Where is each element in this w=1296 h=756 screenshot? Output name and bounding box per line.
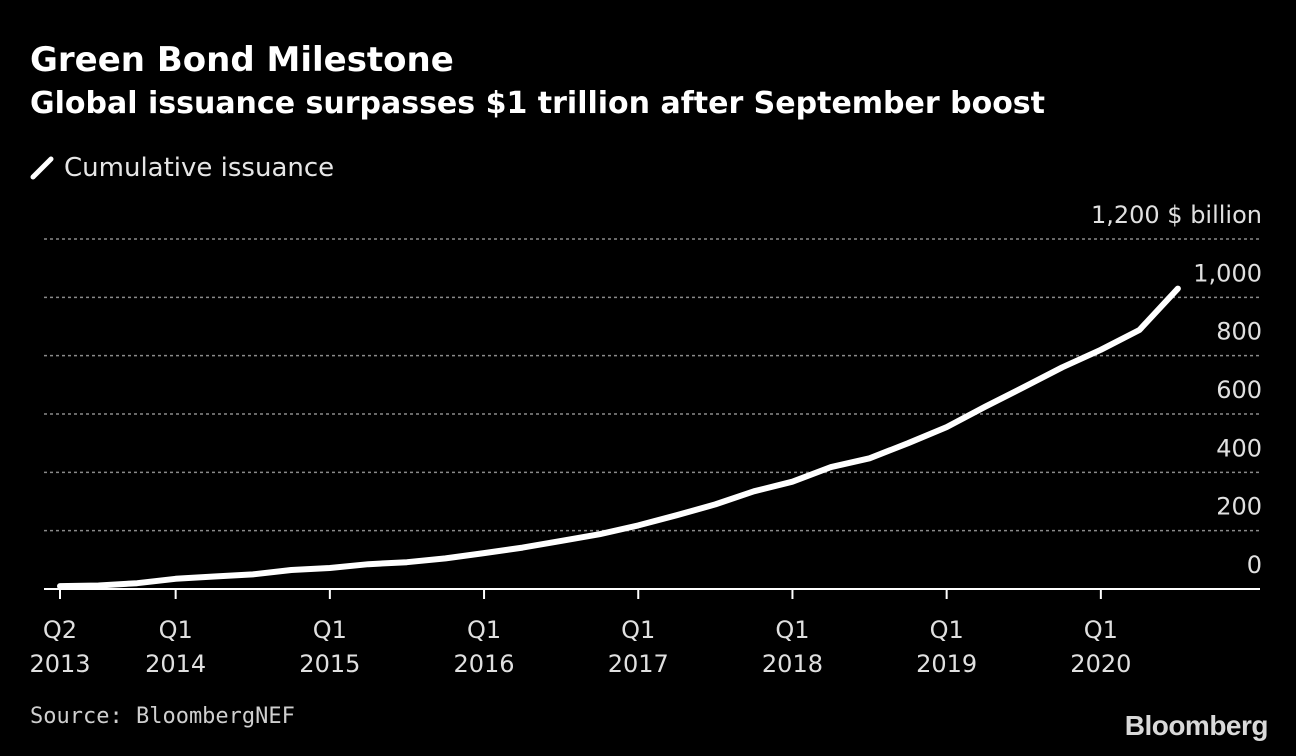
y-tick-label: 800 — [1216, 318, 1262, 346]
y-tick-label: 1,200 $ billion — [1091, 201, 1262, 229]
x-tick-label: Q1 — [775, 616, 809, 644]
chart-subtitle: Global issuance surpasses $1 trillion af… — [30, 86, 1046, 121]
gridlines — [44, 238, 1260, 532]
x-axis-ticks: Q2 2013 Q1 2014 Q1 2015 Q1 2016 Q1 2017 Q1 2018 Q1 20… — [29, 589, 1131, 678]
legend-line-swatch-icon — [30, 156, 54, 180]
y-tick-label: 400 — [1216, 434, 1262, 462]
y-axis-labels: 0 200 400 600 800 1,000 1,200 $ billion — [1091, 201, 1262, 579]
x-tick-label: 2020 — [1070, 650, 1131, 678]
brand-logo: Bloomberg — [1124, 710, 1269, 741]
x-tick-label: Q1 — [621, 616, 655, 644]
y-tick-label: 1,000 — [1193, 259, 1262, 287]
x-tick-label: 2014 — [145, 650, 206, 678]
x-tick-label: Q1 — [313, 616, 347, 644]
source-note: Source: BloombergNEF — [30, 704, 295, 729]
x-tick-label: 2018 — [762, 650, 823, 678]
x-tick-label: 2013 — [29, 650, 90, 678]
y-tick-label: 600 — [1216, 376, 1262, 404]
legend: Cumulative issuance — [30, 150, 334, 186]
x-tick-label: Q1 — [467, 616, 501, 644]
chart-title: Green Bond Milestone — [30, 40, 454, 80]
y-tick-label: 200 — [1216, 493, 1262, 521]
x-tick-label: Q1 — [1084, 616, 1118, 644]
legend-label: Cumulative issuance — [64, 153, 335, 183]
x-tick-label: 2016 — [454, 650, 515, 678]
x-tick-label: Q1 — [930, 616, 964, 644]
x-tick-label: Q2 — [43, 616, 77, 644]
x-tick-label: 2017 — [608, 650, 669, 678]
x-tick-label: Q1 — [159, 616, 193, 644]
x-tick-label: 2015 — [299, 650, 360, 678]
y-tick-label: 0 — [1247, 551, 1262, 579]
cumulative-issuance-line — [57, 285, 1181, 590]
x-tick-label: 2019 — [916, 650, 977, 678]
